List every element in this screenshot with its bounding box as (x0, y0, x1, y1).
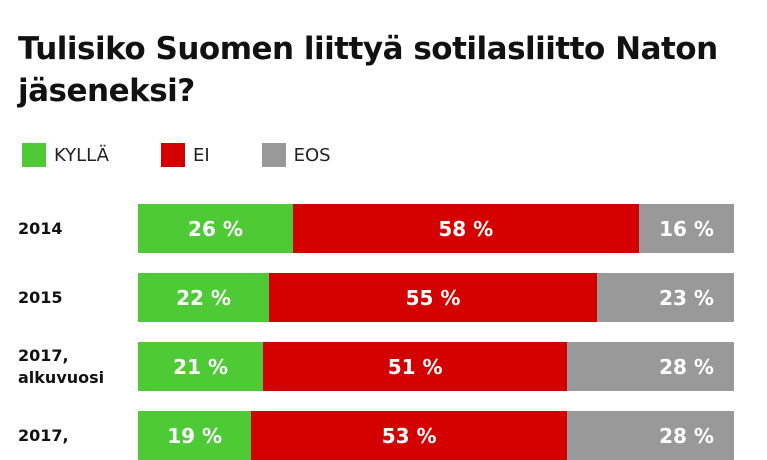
legend-label: EOS (293, 144, 331, 166)
bar-row: 2014 26 % 58 % 16 % (0, 204, 767, 253)
legend: KYLLÄ EI EOS (22, 143, 383, 167)
legend-label: KYLLÄ (54, 144, 109, 166)
data-label: 28 % (659, 423, 714, 448)
bar-row: 2017, 19 % 53 % 28 % (0, 411, 767, 460)
chart-title: Tulisiko Suomen liittyä sotilasliitto Na… (18, 31, 718, 109)
bar-segment-ei: 51 % (263, 342, 568, 391)
data-label: 26 % (188, 216, 243, 241)
legend-item: KYLLÄ (22, 143, 109, 167)
data-label: 21 % (173, 354, 228, 379)
bar-segment-eos: 28 % (567, 342, 734, 391)
legend-swatch (22, 143, 46, 167)
data-label: 22 % (176, 285, 231, 310)
bar-segment-kyllä: 26 % (138, 204, 293, 253)
data-label: 28 % (659, 354, 714, 379)
bar-segment-ei: 53 % (251, 411, 568, 460)
bar-segment-eos: 28 % (567, 411, 734, 460)
bar-segment-eos: 16 % (638, 204, 734, 253)
legend-item: EOS (261, 143, 331, 167)
data-label: 19 % (167, 423, 223, 448)
data-label: 58 % (438, 216, 494, 241)
bar-row: 2015 22 % 55 % 23 % (0, 273, 767, 322)
legend-swatch (261, 143, 286, 167)
data-label: 23 % (659, 285, 714, 310)
bar-segment-kyllä: 19 % (138, 411, 252, 460)
category-label: 2017, (18, 425, 69, 445)
data-label: 53 % (381, 423, 437, 448)
bar-row: 2017, alkuvuosi 21 % 51 % 28 % (0, 342, 767, 391)
data-label: 55 % (405, 285, 461, 310)
bar-segment-ei: 58 % (292, 204, 639, 253)
bar-segment-eos: 23 % (596, 273, 734, 322)
data-label: 16 % (659, 216, 714, 241)
bar-segment-kyllä: 21 % (138, 342, 264, 391)
data-label: 51 % (387, 354, 443, 379)
category-label: 2017, alkuvuosi (18, 345, 105, 387)
legend-item: EI (160, 143, 210, 167)
bar-segment-kyllä: 22 % (138, 273, 270, 322)
bar-segment-ei: 55 % (269, 273, 597, 322)
legend-swatch (160, 143, 185, 167)
category-label: 2015 (18, 287, 63, 307)
category-label: 2014 (18, 218, 63, 238)
legend-label: EI (192, 144, 210, 166)
